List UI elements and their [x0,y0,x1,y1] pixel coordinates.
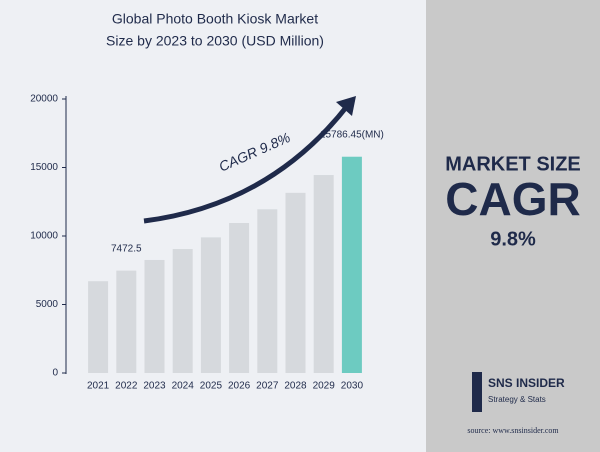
bar [144,259,165,373]
y-tick-label: 20000 [30,94,58,105]
brand-name: SNS INSIDER [488,376,565,390]
y-tick-label: 0 [52,368,58,379]
side-panel [426,0,600,452]
chart-subtitle: Size by 2023 to 2030 (USD Million) [106,33,324,49]
bar [341,156,362,373]
x-tick-label: 2028 [284,381,307,392]
chart-title: Global Photo Booth Kiosk Market [112,11,318,27]
x-tick-label: 2029 [313,381,336,392]
side-rate: 9.8% [490,228,536,250]
arrow-head [336,96,356,116]
x-tick-label: 2024 [172,381,195,392]
side-heading: MARKET SIZE [445,153,581,175]
source: source: www.snsinsider.com [467,426,559,435]
bar [229,222,250,373]
side-big: CAGR [445,173,580,225]
x-tick-label: 2021 [87,381,110,392]
brand-tagline: Strategy & Stats [488,395,546,404]
brand-logo [472,372,482,412]
bar [88,281,109,373]
bar [116,270,137,373]
bar [172,249,193,373]
x-tick-label: 2022 [115,381,138,392]
bar [313,175,334,373]
x-tick-label: 2023 [143,381,166,392]
x-tick-label: 2025 [200,381,223,392]
bar [200,237,221,373]
bar [257,209,278,373]
bar [285,192,306,373]
y-tick-label: 5000 [36,299,59,310]
x-tick-label: 2027 [256,381,279,392]
value-label: 7472.5 [111,243,142,254]
cagr-arrow [143,103,350,224]
value-label: 15786.45(MN) [320,129,384,140]
y-tick-label: 10000 [30,231,58,242]
y-tick-label: 15000 [30,162,58,173]
x-tick-label: 2026 [228,381,251,392]
x-tick-label: 2030 [341,381,364,392]
